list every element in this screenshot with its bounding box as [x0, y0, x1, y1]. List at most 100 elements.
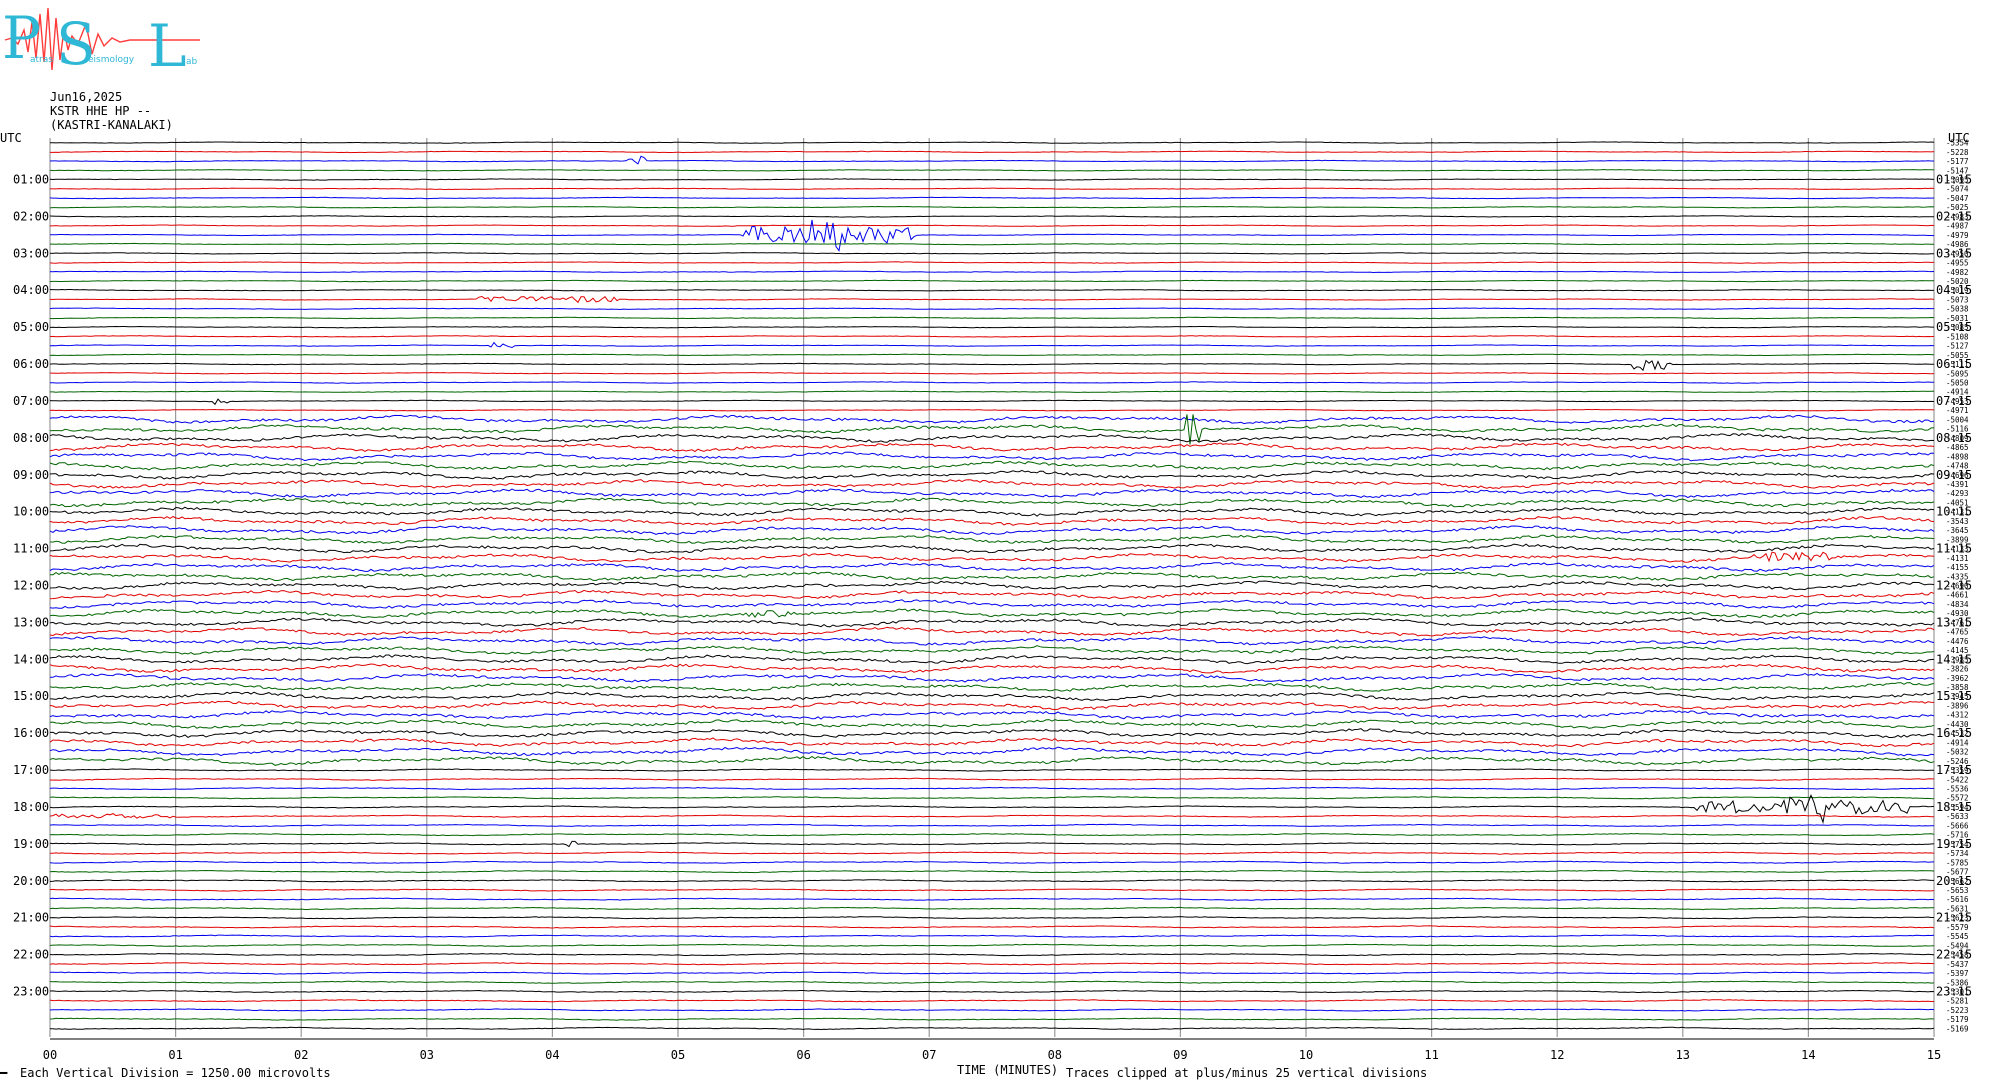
- trace-offset-label: -4690: [1946, 582, 1969, 591]
- trace-row-34: [49, 451, 1935, 462]
- trace-row-26: [49, 381, 1935, 384]
- trace-row-23: [49, 353, 1935, 357]
- logo-letter-l: L: [148, 12, 187, 80]
- chart-grid: [49, 138, 1935, 1037]
- trace-offset-label: -4809: [1946, 434, 1969, 443]
- trace-row-96: [50, 1026, 1935, 1031]
- x-tick-label: 08: [1048, 1048, 1062, 1062]
- trace-row-86: [49, 934, 1935, 938]
- trace-offset-label: -5228: [1946, 148, 1969, 157]
- trace-row-75: [49, 832, 1935, 837]
- trace-row-33: [49, 442, 1935, 453]
- x-tick-label: 00: [43, 1048, 57, 1062]
- trace-row-30: [49, 414, 1935, 425]
- left-hour-label: 12:00: [13, 579, 49, 593]
- trace-offset-label: -5095: [1946, 369, 1969, 378]
- x-tick-label: 09: [1173, 1048, 1187, 1062]
- left-hour-label: 04:00: [13, 283, 49, 297]
- trace-offset-label: -5019: [1946, 286, 1969, 295]
- trace-offset-label: -5579: [1946, 923, 1969, 932]
- trace-offset-label: -4312: [1946, 711, 1969, 720]
- trace-offset-label: -3899: [1946, 535, 1969, 544]
- trace-offset-label: -3945: [1946, 692, 1969, 701]
- logo-subtext-lab: ab: [186, 57, 198, 67]
- trace-offset-label: -4950: [1946, 249, 1969, 258]
- trace-row-67: [49, 755, 1935, 766]
- trace-row-32: [49, 433, 1935, 443]
- logo-graphic: P S L atras eismology ab: [2, 4, 200, 80]
- trace-row-31: [49, 414, 1935, 445]
- trace-offset-label: -4979: [1946, 231, 1969, 240]
- left-hour-label: 18:00: [13, 800, 49, 814]
- trace-row-25: [50, 371, 1935, 375]
- right-hour-label: 22:15: [1936, 948, 1972, 962]
- left-hour-label: 03:00: [13, 246, 49, 260]
- trace-row-79: [49, 869, 1935, 874]
- right-hour-label: 23:15: [1936, 984, 1972, 998]
- trace-row-69: [49, 777, 1935, 781]
- left-hour-label: 21:00: [13, 911, 49, 925]
- right-hour-label: 11:15: [1936, 542, 1972, 556]
- trace-offset-label: -4987: [1946, 222, 1969, 231]
- left-hour-label: 07:00: [13, 394, 49, 408]
- right-hour-label: 15:15: [1936, 689, 1972, 703]
- trace-row-90: [50, 971, 1935, 975]
- x-tick-label: 15: [1927, 1048, 1941, 1062]
- trace-offset-label: -4983: [1946, 212, 1969, 221]
- trace-row-58: [49, 672, 1935, 683]
- trace-offset-label: -5055: [1946, 351, 1969, 360]
- trace-row-89: [49, 962, 1935, 966]
- trace-row-27: [50, 390, 1935, 393]
- logo-subtext-patras: atras: [30, 55, 53, 65]
- trace-offset-label: -4971: [1946, 406, 1969, 415]
- trace-offset-label: -5095: [1946, 176, 1969, 185]
- trace-offset-label: -3543: [1946, 517, 1969, 526]
- trace-row-77: [49, 851, 1935, 855]
- left-hour-label: 22:00: [13, 948, 49, 962]
- trace-offset-label: -3962: [1946, 674, 1969, 683]
- trace-offset-label: -5223: [1946, 1006, 1969, 1015]
- trace-row-49: [49, 589, 1935, 600]
- logo-subtext-seismology: eismology: [88, 55, 135, 65]
- right-hour-label: 16:15: [1936, 726, 1972, 740]
- left-hour-label: 14:00: [13, 652, 49, 666]
- trace-row-71: [49, 796, 1935, 800]
- trace-row-68: [49, 768, 1934, 772]
- right-hour-label: 05:15: [1936, 320, 1972, 334]
- trace-row-38: [49, 488, 1935, 499]
- left-hour-label: 16:00: [13, 726, 49, 740]
- left-hour-label: 01:00: [13, 173, 49, 187]
- left-hour-label: 08:00: [13, 431, 49, 445]
- left-hour-label: 06:00: [13, 357, 49, 371]
- trace-row-46: [49, 562, 1935, 572]
- x-tick-label: 02: [294, 1048, 308, 1062]
- chart-axes: 00 01 02 03 04 05 06 07 08 09 10 11 12 13 14 15-5354-52…: [0, 131, 1972, 1062]
- trace-offset-label: -5047: [1946, 194, 1969, 203]
- right-hour-label: 02:15: [1936, 209, 1972, 223]
- trace-offset-label: -4155: [1946, 563, 1969, 572]
- right-hour-label: 10:15: [1936, 505, 1972, 519]
- trace-offset-label: -4661: [1946, 591, 1969, 600]
- trace-row-8: [49, 215, 1935, 218]
- trace-row-35: [49, 460, 1935, 471]
- date-label: Jun16,2025: [50, 90, 123, 104]
- trace-row-5: [49, 187, 1935, 191]
- trace-row-12: [49, 252, 1935, 255]
- right-hour-label: 01:15: [1936, 173, 1972, 187]
- trace-row-81: [49, 888, 1935, 892]
- trace-row-59: [49, 682, 1935, 692]
- trace-offset-label: -4476: [1946, 637, 1969, 646]
- trace-row-61: [49, 700, 1935, 711]
- trace-offset-label: -3985: [1946, 655, 1969, 664]
- trace-offset-label: -5662: [1946, 877, 1969, 886]
- x-tick-label: 03: [420, 1048, 434, 1062]
- trace-row-94: [49, 1008, 1935, 1012]
- trace-row-45: [49, 551, 1935, 563]
- trace-offset-label: -5386: [1946, 978, 1969, 987]
- trace-row-15: [49, 279, 1935, 283]
- trace-row-52: [49, 617, 1935, 628]
- right-hour-label: 04:15: [1936, 283, 1972, 297]
- trace-offset-label: -5281: [1946, 997, 1969, 1006]
- trace-offset-label: -4133: [1946, 545, 1969, 554]
